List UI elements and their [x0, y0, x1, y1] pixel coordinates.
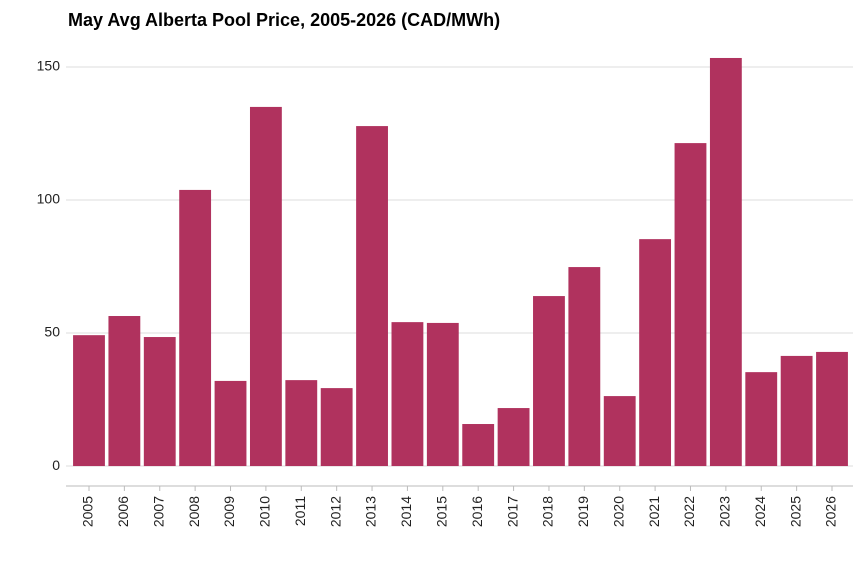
x-tick-label: 2020	[610, 496, 626, 527]
x-tick-label: 2011	[292, 496, 308, 526]
bar	[780, 355, 813, 467]
x-tick-label: 2006	[115, 496, 131, 527]
bar	[603, 396, 636, 467]
bar	[639, 239, 672, 467]
x-tick-label: 2023	[717, 496, 733, 527]
bar	[108, 316, 141, 467]
x-tick-label: 2012	[327, 496, 343, 527]
bar	[320, 388, 353, 467]
y-tick-label: 0	[52, 457, 60, 473]
x-tick-label: 2018	[540, 496, 556, 527]
x-tick-label: 2025	[787, 496, 803, 527]
bar	[356, 126, 388, 467]
x-tick-label: 2022	[681, 496, 697, 527]
bar	[568, 267, 601, 467]
x-tick-label: 2024	[752, 496, 768, 527]
x-tick-label: 2010	[257, 496, 273, 527]
x-tick-label: 2026	[823, 496, 839, 527]
bar	[533, 296, 565, 467]
bar	[179, 189, 212, 467]
bar	[816, 351, 848, 467]
x-tick-label: 2016	[469, 496, 485, 527]
bar	[462, 424, 495, 467]
bar	[497, 408, 530, 467]
x-tick-label: 2007	[150, 496, 166, 527]
y-tick-label: 100	[37, 191, 61, 207]
bar	[426, 322, 459, 467]
x-tick-label: 2017	[504, 496, 520, 527]
chart-title: May Avg Alberta Pool Price, 2005-2026 (C…	[68, 10, 500, 30]
bar	[391, 322, 424, 467]
x-tick-label: 2019	[575, 496, 591, 527]
bar	[143, 337, 176, 467]
x-tick-label: 2021	[646, 496, 662, 527]
y-tick-label: 150	[37, 58, 61, 74]
bar	[745, 372, 778, 467]
x-tick-label: 2009	[221, 496, 237, 527]
bar	[73, 335, 105, 467]
bar	[709, 57, 742, 467]
bar	[674, 143, 707, 467]
y-tick-label: 50	[44, 324, 60, 340]
bar	[249, 106, 282, 467]
x-tick-label: 2015	[434, 496, 450, 527]
bar	[285, 380, 318, 467]
x-tick-label: 2005	[80, 496, 96, 527]
x-tick-label: 2008	[186, 496, 202, 527]
bar	[214, 380, 247, 467]
x-tick-label: 2014	[398, 496, 414, 527]
x-tick-label: 2013	[363, 496, 379, 527]
